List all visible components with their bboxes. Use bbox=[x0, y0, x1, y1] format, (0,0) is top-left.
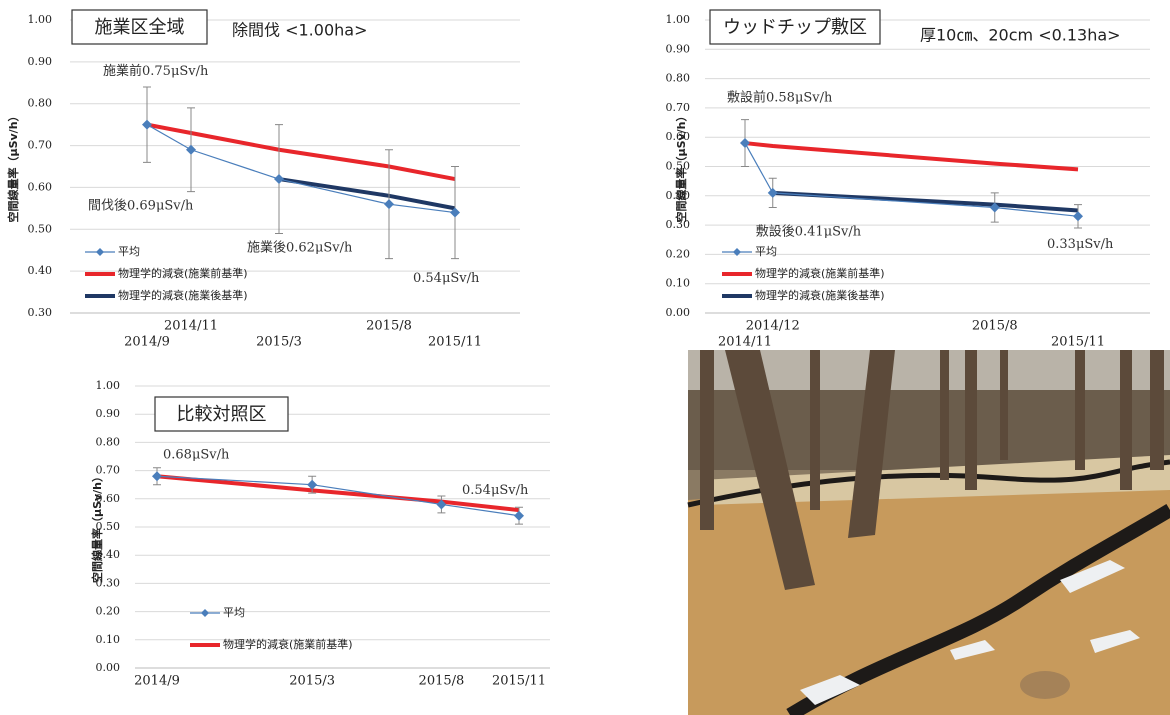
x-tick-label: 2015/8 bbox=[366, 319, 412, 334]
x-tick-label: 2015/3 bbox=[256, 335, 302, 350]
y-tick-label: 0.60 bbox=[28, 180, 53, 193]
x-tick-label: 2014/9 bbox=[124, 335, 170, 350]
x-tick-label: 2015/11 bbox=[492, 674, 546, 689]
decay-line bbox=[156, 474, 520, 513]
x-tick-label: 2015/3 bbox=[289, 674, 335, 689]
y-tick-label: 0.10 bbox=[96, 633, 121, 646]
legend-label: 平均 bbox=[755, 245, 777, 258]
y-tick-label: 0.60 bbox=[666, 130, 691, 143]
y-tick-label: 0.40 bbox=[28, 264, 53, 277]
value-label: 0.68μSv/h bbox=[163, 448, 230, 463]
y-tick-label: 0.00 bbox=[666, 306, 691, 319]
mean-marker bbox=[274, 174, 284, 185]
legend-swatch bbox=[96, 248, 104, 256]
x-tick-label: 2015/11 bbox=[428, 335, 482, 350]
y-axis-label: 空間線量率（μSv/h） bbox=[90, 471, 104, 583]
y-tick-label: 0.40 bbox=[96, 548, 121, 561]
legend-label: 物理学的減衰(施業前基準) bbox=[223, 637, 353, 651]
title-box bbox=[154, 396, 289, 432]
value-label: 0.54μSv/h bbox=[413, 271, 480, 286]
mean-marker bbox=[307, 479, 318, 490]
x-tick-label: 2014/9 bbox=[134, 674, 180, 689]
y-tick-label: 0.80 bbox=[666, 72, 691, 85]
y-tick-label: 0.90 bbox=[96, 407, 121, 420]
y-tick-label: 0.90 bbox=[28, 55, 53, 68]
y-tick-label: 0.60 bbox=[96, 492, 121, 505]
y-tick-label: 1.00 bbox=[28, 13, 53, 26]
mean-marker bbox=[152, 471, 162, 482]
y-tick-label: 0.50 bbox=[96, 520, 121, 533]
mean-marker bbox=[767, 187, 778, 198]
y-tick-label: 0.50 bbox=[28, 222, 53, 235]
legend-label: 物理学的減衰(施業前基準) bbox=[755, 266, 885, 280]
mean-line bbox=[156, 475, 520, 517]
chart-title: 施業区全域 bbox=[95, 17, 185, 38]
mean-marker bbox=[740, 138, 750, 149]
y-tick-label: 0.80 bbox=[28, 97, 53, 110]
chart-title: ウッドチップ敷区 bbox=[723, 17, 867, 38]
x-tick-label: 2015/11 bbox=[1051, 335, 1105, 350]
y-tick-label: 0.30 bbox=[28, 306, 53, 319]
y-tick-label: 0.20 bbox=[96, 605, 121, 618]
decay-line bbox=[278, 177, 456, 211]
y-tick-label: 0.40 bbox=[666, 189, 691, 202]
y-tick-label: 0.30 bbox=[666, 218, 691, 231]
value-label: 間伐後0.69μSv/h bbox=[88, 198, 194, 213]
y-tick-label: 1.00 bbox=[666, 13, 691, 26]
y-tick-label: 0.30 bbox=[96, 576, 121, 589]
y-tick-label: 0.20 bbox=[666, 247, 691, 260]
mean-marker bbox=[186, 144, 196, 155]
mean-marker bbox=[450, 207, 460, 218]
y-tick-label: 1.00 bbox=[96, 379, 121, 392]
y-tick-label: 0.90 bbox=[666, 42, 691, 55]
x-tick-label: 2014/11 bbox=[718, 335, 772, 350]
y-tick-label: 0.10 bbox=[666, 277, 691, 290]
title-box bbox=[71, 9, 208, 45]
legend-swatch bbox=[201, 609, 209, 617]
mean-marker bbox=[436, 499, 447, 510]
mean-line bbox=[744, 142, 1079, 217]
chart-title: 比較対照区 bbox=[177, 404, 267, 425]
chart-subtitle: 除間伐 <1.00ha> bbox=[232, 21, 367, 40]
chart-subtitle: 厚10㎝、20cm <0.13ha> bbox=[920, 26, 1121, 45]
y-axis-label: 空間線量率（μSv/h） bbox=[674, 110, 688, 222]
legend-label: 物理学的減衰(施業前基準) bbox=[118, 266, 248, 280]
mean-marker bbox=[384, 199, 394, 210]
x-tick-label: 2014/11 bbox=[164, 319, 218, 334]
value-label: 施業後0.62μSv/h bbox=[247, 240, 353, 256]
y-axis-label: 空間線量率（μSv/h） bbox=[6, 110, 20, 222]
x-tick-label: 2015/8 bbox=[419, 674, 465, 689]
y-tick-label: 0.70 bbox=[28, 139, 53, 152]
value-label: 0.33μSv/h bbox=[1047, 237, 1114, 252]
mean-marker bbox=[142, 119, 152, 130]
y-tick-label: 0.70 bbox=[666, 101, 691, 114]
y-tick-label: 0.00 bbox=[96, 661, 121, 674]
mean-marker bbox=[989, 202, 1000, 213]
value-label: 敷設前0.58μSv/h bbox=[727, 90, 833, 106]
legend-label: 平均 bbox=[118, 245, 140, 258]
value-label: 施業前0.75μSv/h bbox=[103, 63, 209, 79]
legend-label: 平均 bbox=[223, 606, 245, 619]
x-tick-label: 2015/8 bbox=[972, 319, 1018, 334]
y-tick-label: 0.70 bbox=[96, 464, 121, 477]
legend-swatch bbox=[733, 248, 741, 256]
y-tick-label: 0.50 bbox=[666, 160, 691, 173]
title-box bbox=[709, 9, 881, 45]
mean-marker bbox=[1073, 211, 1083, 222]
photo bbox=[687, 350, 1170, 715]
value-label: 敷設後0.41μSv/h bbox=[756, 223, 862, 239]
legend-label: 物理学的減衰(施業後基準) bbox=[118, 288, 248, 302]
legend-label: 物理学的減衰(施業後基準) bbox=[755, 288, 885, 302]
decay-line bbox=[744, 141, 1079, 172]
mean-marker bbox=[514, 510, 524, 521]
x-tick-label: 2014/12 bbox=[746, 319, 800, 334]
value-label: 0.54μSv/h bbox=[462, 483, 529, 498]
y-tick-label: 0.80 bbox=[96, 435, 121, 448]
